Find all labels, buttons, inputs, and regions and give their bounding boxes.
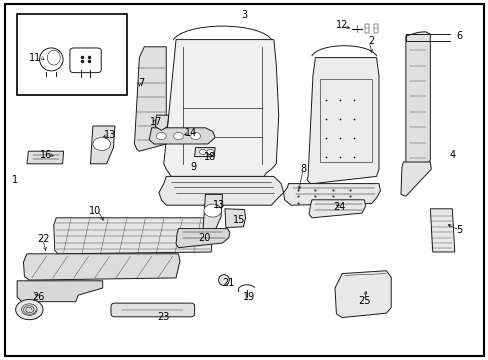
Circle shape: [199, 149, 206, 154]
Circle shape: [203, 204, 221, 217]
Text: 22: 22: [37, 234, 49, 244]
Text: 9: 9: [190, 162, 196, 172]
FancyBboxPatch shape: [111, 303, 194, 317]
Polygon shape: [54, 218, 212, 254]
Polygon shape: [23, 254, 180, 280]
Polygon shape: [155, 115, 168, 130]
Polygon shape: [405, 32, 429, 167]
Bar: [320, 79, 371, 162]
Polygon shape: [149, 128, 215, 144]
Polygon shape: [159, 176, 283, 205]
Text: 11: 11: [29, 53, 41, 63]
Text: 17: 17: [150, 117, 163, 127]
Circle shape: [173, 132, 183, 140]
Circle shape: [93, 138, 110, 150]
Bar: [17, 14, 127, 95]
Polygon shape: [308, 200, 365, 218]
Circle shape: [206, 149, 213, 154]
Text: 14: 14: [184, 128, 197, 138]
Polygon shape: [400, 162, 430, 196]
Text: 5: 5: [456, 225, 462, 235]
Polygon shape: [203, 194, 222, 230]
Text: 2: 2: [368, 36, 374, 46]
Polygon shape: [17, 281, 102, 302]
Polygon shape: [163, 40, 278, 176]
Text: 16: 16: [40, 150, 53, 160]
Text: 7: 7: [139, 78, 144, 88]
Text: 12: 12: [335, 20, 348, 30]
Circle shape: [190, 132, 200, 140]
Text: 24: 24: [333, 202, 346, 212]
Text: 1: 1: [12, 175, 18, 185]
Bar: [364, 24, 368, 33]
Circle shape: [21, 304, 37, 315]
Polygon shape: [334, 271, 390, 318]
Text: 3: 3: [241, 10, 247, 20]
Polygon shape: [90, 126, 115, 164]
Text: 6: 6: [456, 31, 462, 41]
Text: 10: 10: [89, 206, 102, 216]
Polygon shape: [27, 151, 63, 164]
Text: 26: 26: [32, 292, 44, 302]
Text: 8: 8: [300, 164, 305, 174]
Bar: [373, 24, 377, 33]
Text: 18: 18: [203, 152, 216, 162]
Polygon shape: [194, 148, 215, 157]
Polygon shape: [283, 184, 380, 205]
Text: 15: 15: [233, 215, 245, 225]
Circle shape: [16, 300, 43, 320]
Text: 4: 4: [448, 150, 454, 160]
Text: 13: 13: [103, 130, 116, 140]
Circle shape: [156, 132, 166, 140]
Polygon shape: [306, 58, 378, 184]
Text: 25: 25: [357, 296, 370, 306]
Text: 19: 19: [243, 292, 255, 302]
Text: 13: 13: [212, 200, 225, 210]
Ellipse shape: [218, 275, 229, 285]
Text: 20: 20: [198, 233, 210, 243]
Polygon shape: [134, 47, 166, 151]
Text: 23: 23: [157, 312, 170, 322]
Text: 21: 21: [222, 278, 235, 288]
Polygon shape: [224, 209, 245, 228]
Polygon shape: [176, 229, 229, 248]
Polygon shape: [429, 209, 454, 252]
